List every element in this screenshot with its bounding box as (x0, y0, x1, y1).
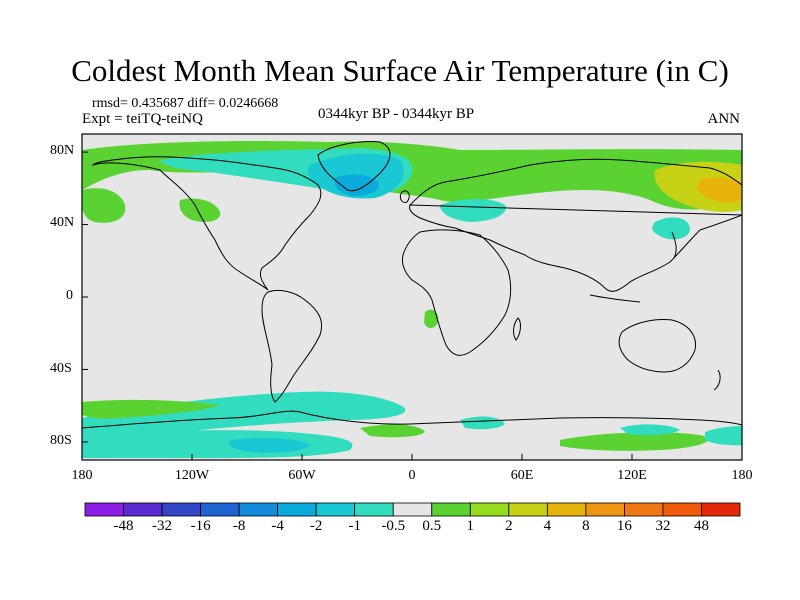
colorbar-label: -32 (152, 518, 173, 534)
field-nh-blue (334, 174, 379, 196)
colorbar-label: -4 (271, 518, 284, 534)
axis-ticks (81, 151, 743, 460)
coast-uk (399, 190, 410, 203)
colorbar-swatch (585, 502, 625, 517)
lat-tick-40S: 40S (50, 361, 72, 376)
coast-australia (618, 319, 697, 373)
lon-tick-120e: 120E (617, 468, 647, 483)
colorbar-swatch (354, 502, 394, 517)
colorbar-swatch (508, 502, 548, 517)
colorbar-swatch (662, 502, 702, 517)
colorbar-swatch (123, 502, 163, 517)
coast-indonesia (589, 294, 641, 303)
field-sw-africa-green (424, 309, 439, 328)
colorbar-label: -48 (113, 518, 134, 534)
colorbar-swatch (84, 502, 124, 517)
field-e-ant-cyan (620, 424, 680, 436)
field-so-green-band (82, 399, 220, 419)
season-label: ANN (707, 111, 741, 127)
coast-africa (401, 229, 512, 356)
colorbar-label: -2 (309, 518, 323, 534)
field-europe-cyan (440, 198, 506, 222)
map-title: Coldest Month Mean Surface Air Temperatu… (71, 53, 729, 88)
lon-tick-120w: 120W (174, 468, 210, 483)
colorbar-label: 4 (543, 518, 552, 534)
lat-tick-80S: 80S (50, 433, 72, 448)
field-so-cyan (82, 391, 406, 440)
lon-tick-60w: 60W (288, 468, 316, 483)
coast-north-america (91, 156, 322, 291)
lon-tick-0: 0 (408, 468, 416, 483)
coast-new-zealand (713, 369, 721, 391)
field-e-ant-right (705, 426, 742, 446)
lat-tick-0: 0 (66, 288, 73, 303)
coast-japan (671, 231, 677, 259)
colorbar-swatch (277, 502, 317, 517)
period-label: 0344kyr BP - 0344kyr BP (318, 106, 475, 122)
coast-eurasia (409, 158, 742, 292)
lon-tick-180w: 180 (71, 468, 93, 483)
coast-antarctica (82, 410, 742, 429)
field-ant-turquoise (229, 437, 310, 453)
lat-tick-80N: 80N (50, 143, 75, 158)
colorbar-label: 48 (693, 518, 709, 534)
colorbar-label: 2 (505, 518, 513, 534)
colorbar-swatch (701, 502, 741, 517)
anomaly-fields (82, 140, 742, 458)
colorbar-swatch (392, 502, 433, 517)
stats-label: rmsd= 0.435687 diff= 0.0246668 (92, 96, 279, 111)
colorbar-label: -8 (232, 518, 246, 534)
colorbar-label: -0.5 (381, 518, 406, 534)
field-nw-pacific-green (179, 198, 221, 222)
colorbar-swatch (469, 502, 510, 517)
field-japan-cyan (652, 217, 690, 240)
field-alaska-green (82, 188, 126, 223)
field-ross-green (560, 432, 708, 451)
experiment-label: Expt = teiTQ-teiNQ (82, 111, 203, 127)
colorbar-label: 16 (616, 518, 632, 534)
colorbar-label: 8 (582, 518, 590, 534)
coast-madagascar (513, 317, 521, 341)
colorbar-swatch (546, 502, 587, 517)
lat-tick-40N: 40N (50, 215, 75, 230)
colorbar-label: -16 (190, 518, 211, 534)
colorbar (84, 502, 741, 517)
field-w-ant-green (360, 424, 425, 438)
colorbar-label: -1 (348, 518, 361, 534)
field-so-atlantic-cyan (460, 416, 505, 430)
colorbar-swatch (200, 502, 240, 517)
colorbar-swatch (431, 502, 471, 517)
colorbar-label: 1 (466, 518, 475, 534)
colorbar-swatch (624, 502, 664, 517)
lon-tick-60e: 60E (510, 468, 534, 483)
coastlines (82, 141, 742, 429)
colorbar-swatch (161, 502, 201, 517)
field-siberia-orange (697, 177, 742, 203)
colorbar-label: 32 (655, 518, 671, 534)
coast-greenland (317, 141, 391, 192)
colorbar-swatch (315, 502, 356, 517)
colorbar-label: 0.5 (422, 518, 442, 534)
lon-tick-180e: 180 (731, 468, 753, 483)
colorbar-swatch (238, 502, 279, 517)
coast-south-america (261, 289, 323, 403)
